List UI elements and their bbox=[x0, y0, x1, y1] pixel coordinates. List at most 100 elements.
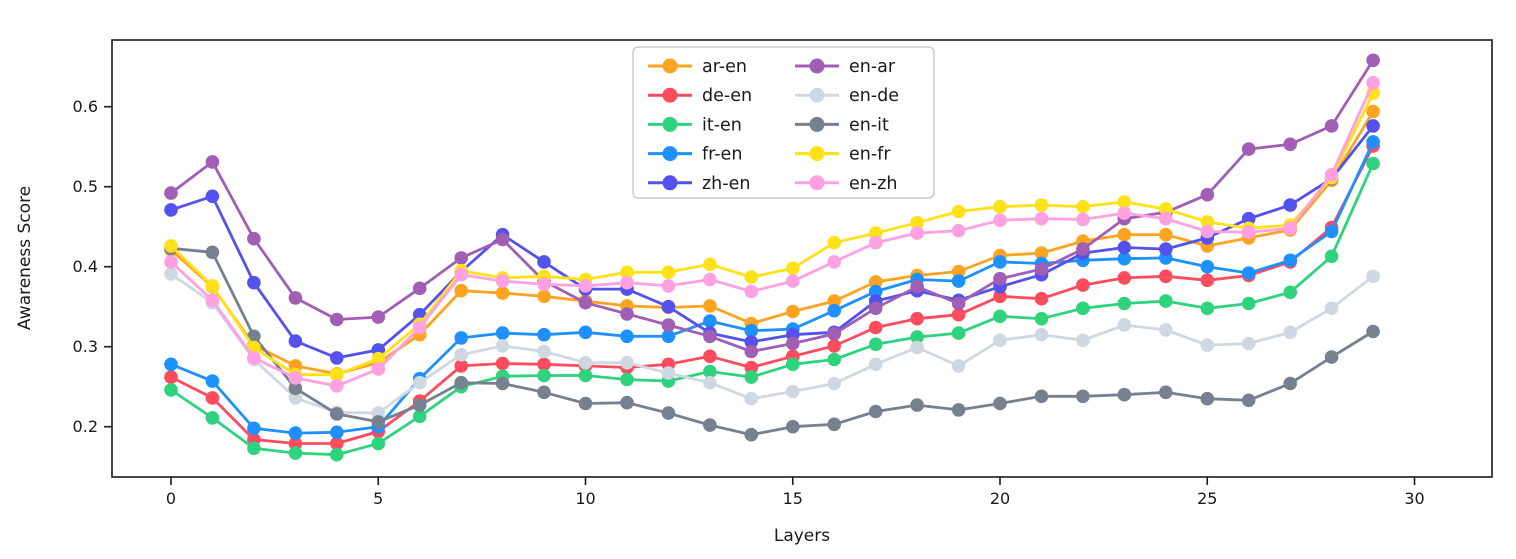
data-point bbox=[786, 419, 800, 434]
data-point bbox=[1200, 215, 1215, 229]
data-point bbox=[703, 257, 717, 272]
data-point bbox=[164, 383, 178, 397]
data-point bbox=[993, 255, 1007, 269]
legend-dot-marker bbox=[662, 58, 678, 74]
series-line-en-fr bbox=[169, 91, 1375, 377]
data-point bbox=[1117, 387, 1132, 402]
data-point bbox=[951, 359, 966, 373]
legend-dot-marker bbox=[809, 146, 825, 162]
data-point bbox=[205, 391, 220, 405]
data-point bbox=[205, 411, 220, 425]
data-point bbox=[620, 307, 634, 321]
data-point bbox=[537, 327, 551, 342]
data-point bbox=[786, 357, 800, 372]
legend-dot-marker bbox=[809, 116, 825, 132]
data-point bbox=[1117, 318, 1132, 332]
data-point bbox=[910, 215, 924, 230]
data-point bbox=[1076, 278, 1090, 292]
data-point bbox=[537, 255, 551, 269]
data-point bbox=[827, 303, 841, 318]
data-point bbox=[330, 436, 344, 451]
data-point bbox=[330, 379, 344, 393]
data-point bbox=[868, 275, 883, 289]
data-point bbox=[786, 304, 800, 319]
data-point bbox=[1200, 259, 1215, 274]
legend-dot-marker bbox=[662, 175, 678, 191]
legend-label: en-fr bbox=[849, 145, 891, 165]
data-point bbox=[910, 340, 924, 355]
y-axis-label: Awareness Score bbox=[15, 186, 35, 330]
data-point bbox=[371, 415, 386, 429]
data-point bbox=[868, 301, 883, 316]
data-point bbox=[1117, 240, 1132, 255]
data-point bbox=[1200, 187, 1215, 202]
data-point bbox=[1076, 242, 1090, 256]
data-point bbox=[288, 291, 303, 305]
data-point bbox=[1159, 211, 1173, 226]
legend-label: ar-en bbox=[702, 57, 747, 77]
data-point bbox=[164, 239, 178, 253]
data-point bbox=[1159, 269, 1173, 284]
data-point bbox=[164, 370, 178, 384]
legend-dot-marker bbox=[809, 175, 825, 191]
data-point bbox=[1117, 195, 1132, 209]
data-point bbox=[1366, 135, 1380, 149]
data-point bbox=[661, 329, 676, 344]
legend-label: en-ar bbox=[849, 57, 896, 77]
data-point bbox=[661, 318, 676, 332]
data-point bbox=[454, 267, 469, 282]
data-point bbox=[1034, 211, 1049, 226]
data-point bbox=[703, 349, 717, 364]
data-point bbox=[868, 337, 883, 352]
data-point bbox=[744, 323, 759, 338]
data-point bbox=[1117, 206, 1132, 220]
data-point bbox=[1241, 266, 1256, 280]
data-point bbox=[661, 265, 676, 280]
data-point bbox=[205, 374, 220, 388]
legend-item-en-it: en-it bbox=[795, 115, 889, 135]
data-point bbox=[1366, 324, 1380, 339]
series-line-fr-en bbox=[169, 140, 1375, 435]
legend-item-zh-en: zh-en bbox=[648, 174, 750, 194]
legend-label: en-zh bbox=[849, 174, 897, 194]
y-tick-label: 0.4 bbox=[73, 257, 98, 276]
data-point bbox=[951, 403, 966, 417]
legend-item-it-en: it-en bbox=[648, 115, 742, 135]
data-point bbox=[1241, 296, 1256, 311]
series-line-de-en bbox=[169, 144, 1375, 445]
data-point bbox=[744, 270, 759, 284]
data-point bbox=[1283, 221, 1297, 236]
data-point bbox=[993, 213, 1007, 228]
data-point bbox=[620, 275, 634, 290]
data-point bbox=[371, 362, 386, 376]
data-point bbox=[288, 391, 303, 405]
data-point bbox=[786, 384, 800, 399]
data-point bbox=[744, 370, 759, 384]
data-point bbox=[993, 199, 1007, 214]
y-tick-label: 0.2 bbox=[73, 417, 98, 436]
data-point bbox=[1241, 393, 1256, 408]
data-point bbox=[1159, 202, 1173, 216]
data-point bbox=[205, 245, 220, 260]
data-point bbox=[330, 407, 344, 421]
data-point bbox=[868, 357, 883, 372]
legend-item-en-de: en-de bbox=[795, 86, 899, 106]
legend-label: de-en bbox=[702, 86, 752, 106]
data-point bbox=[1324, 224, 1339, 239]
data-point bbox=[1034, 327, 1049, 342]
data-point bbox=[703, 329, 717, 344]
series-line-it-en bbox=[169, 162, 1375, 457]
data-point bbox=[1241, 225, 1256, 240]
data-point bbox=[620, 329, 634, 344]
data-point bbox=[1283, 137, 1297, 152]
data-point bbox=[1366, 75, 1380, 90]
data-point bbox=[620, 265, 634, 280]
data-point bbox=[703, 364, 717, 379]
data-point bbox=[1200, 273, 1215, 288]
data-point bbox=[247, 231, 261, 246]
data-point bbox=[744, 427, 759, 442]
data-point bbox=[247, 275, 261, 290]
data-point bbox=[1324, 249, 1339, 264]
